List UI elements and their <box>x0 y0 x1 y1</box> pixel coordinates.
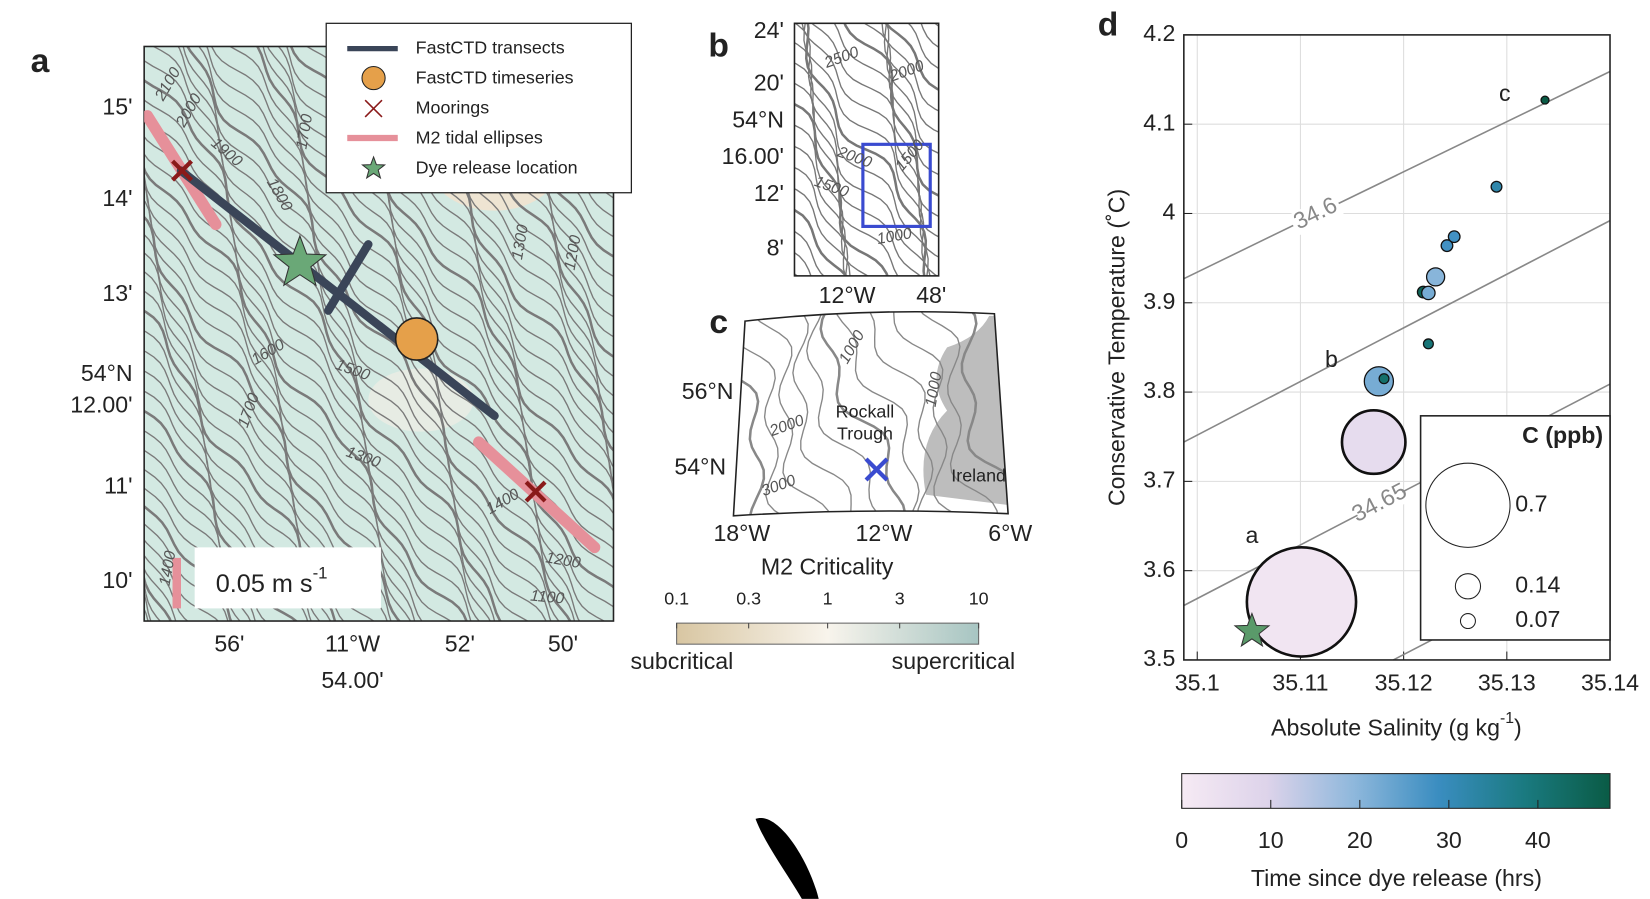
y-tick-label: 12' <box>754 180 784 206</box>
point-annotation: c <box>1499 80 1511 106</box>
point-annotation: a <box>1246 522 1259 548</box>
colorbar-tick-label: 20 <box>1347 827 1373 853</box>
y-tick-label: 54°N <box>732 106 784 132</box>
colorbar-tick-label: 0.3 <box>736 589 761 609</box>
page: {"panel_a":{"label":"a","yticks":["15'",… <box>0 0 1650 899</box>
place-label: Rockall <box>836 401 895 421</box>
y-tick-label: 3.6 <box>1143 556 1175 582</box>
y-tick-label: 12.00' <box>70 391 132 417</box>
legend-label: FastCTD timeseries <box>416 67 574 87</box>
y-tick-label: 54°N <box>674 454 726 480</box>
y-tick-label: 8' <box>767 235 784 261</box>
point-annotation: b <box>1325 346 1338 372</box>
x-tick-label: 11°W <box>325 630 380 656</box>
x-tick-label: 12°W <box>819 282 876 308</box>
x-tick-label: 35.12 <box>1375 669 1433 695</box>
x-tick-label: 54.00' <box>321 667 383 693</box>
size-legend-label: 0.7 <box>1515 490 1547 516</box>
colorbar-label: Time since dye release (hrs) <box>1251 865 1542 891</box>
panel-label: b <box>708 27 729 64</box>
colorbar-tick-label: 10 <box>969 589 989 609</box>
y-tick-label: 4.1 <box>1143 109 1175 135</box>
legend-label: FastCTD transects <box>416 37 565 57</box>
colorbar-title: M2 Criticality <box>761 554 894 580</box>
size-legend-key <box>1460 614 1475 629</box>
x-tick-label: 12°W <box>856 520 913 546</box>
x-axis-label-part: ) <box>1514 715 1522 741</box>
scatter-point <box>1491 181 1502 192</box>
y-tick-label: 24' <box>754 17 784 43</box>
y-tick-label: 4 <box>1163 199 1176 225</box>
place-label: Trough <box>837 423 893 443</box>
legend-label: M2 tidal ellipses <box>416 128 543 148</box>
x-tick-label: 35.13 <box>1478 669 1536 695</box>
legend-label: Dye release location <box>416 158 578 178</box>
y-tick-label: 13' <box>102 280 132 306</box>
artifact <box>756 818 819 899</box>
size-legend-title: C (ppb) <box>1522 422 1603 448</box>
x-tick-label: 18°W <box>713 520 770 546</box>
colorbar-tick-label: 3 <box>895 589 905 609</box>
colorbar-tick-label: 0.1 <box>664 589 689 609</box>
x-tick-label: 50' <box>548 630 578 656</box>
scatter-point <box>1423 339 1433 349</box>
x-tick-label: 48' <box>916 282 946 308</box>
scatter-point <box>1422 286 1435 299</box>
x-axis-label-part: -1 <box>1500 710 1514 727</box>
panel-label: a <box>31 43 50 80</box>
scatter-point <box>1364 367 1393 396</box>
x-tick-label: 35.14 <box>1581 669 1639 695</box>
scale-sup: -1 <box>313 564 328 583</box>
colorbar-tick-label: 40 <box>1525 827 1551 853</box>
y-tick-label: 3.9 <box>1143 288 1175 314</box>
colorbar-tick-label: 1 <box>823 589 833 609</box>
x-tick-label: 35.11 <box>1272 669 1328 695</box>
colorbar-end: supercritical <box>892 648 1015 674</box>
contour-label: 1100 <box>530 588 565 608</box>
y-tick-label: 15' <box>102 94 132 120</box>
time-colorbar <box>1182 774 1610 809</box>
legend-label: Moorings <box>416 97 490 117</box>
scatter-point <box>1427 268 1445 286</box>
y-tick-label: 16.00' <box>722 143 784 169</box>
y-tick-label: 11' <box>104 472 132 498</box>
x-tick-label: 35.1 <box>1175 669 1220 695</box>
scale-value: 0.05 m s <box>216 570 313 598</box>
y-tick-label: 56°N <box>682 378 734 404</box>
x-tick-label: 56' <box>214 630 244 656</box>
panel-label: d <box>1098 6 1119 43</box>
x-axis-label: Absolute Salinity (g kg-1) <box>1271 710 1522 740</box>
x-tick-label: 6°W <box>988 520 1032 546</box>
scatter-point <box>1379 374 1389 384</box>
place-label: Ireland <box>951 466 1006 486</box>
size-legend-label: 0.07 <box>1515 606 1560 632</box>
scatter-point <box>1342 410 1405 473</box>
y-tick-label: 3.8 <box>1143 377 1175 403</box>
panel-label: c <box>709 304 728 341</box>
size-legend-key <box>1426 463 1510 547</box>
colorbar-end: subcritical <box>630 648 733 674</box>
y-axis-label: Conservative Temperature (˚C) <box>1104 189 1130 506</box>
scatter-point <box>1448 231 1460 243</box>
y-tick-label: 4.2 <box>1143 20 1175 46</box>
y-tick-label: 3.5 <box>1143 645 1175 671</box>
y-tick-label: 10' <box>102 567 132 593</box>
scale-text: 0.05 m s-1 <box>216 564 328 598</box>
colorbar-tick-label: 10 <box>1258 827 1284 853</box>
figure: 0.05 m s-1 34.634.65 a15'14'13'54°N12.00… <box>0 0 1650 899</box>
y-tick-label: 54°N <box>81 360 133 386</box>
size-legend-key <box>1455 574 1480 599</box>
scatter-point <box>1247 547 1356 656</box>
x-tick-label: 52' <box>445 630 475 656</box>
y-tick-label: 14' <box>102 185 132 211</box>
x-axis-label-part: Absolute Salinity (g kg <box>1271 715 1500 741</box>
scatter-point <box>1541 96 1549 104</box>
y-tick-label: 20' <box>754 69 784 95</box>
size-legend-label: 0.14 <box>1515 571 1560 597</box>
colorbar-tick-label: 30 <box>1436 827 1462 853</box>
y-tick-label: 3.7 <box>1143 466 1175 492</box>
colorbar-tick-label: 0 <box>1175 827 1188 853</box>
